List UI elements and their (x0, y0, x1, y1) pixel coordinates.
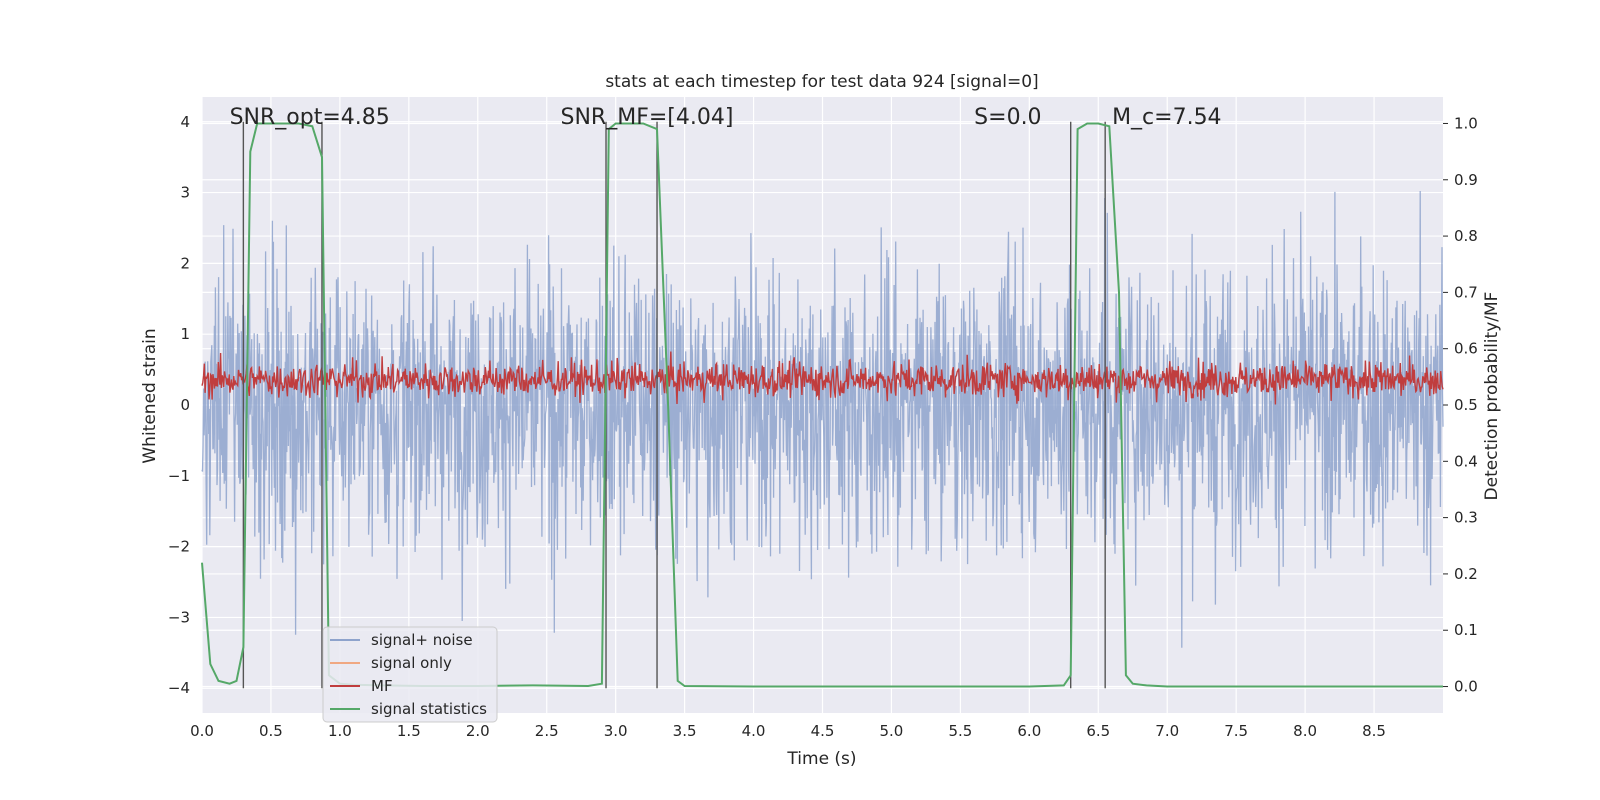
annotation: SNR_opt=4.85 (230, 105, 390, 130)
annotation: S=0.0 (974, 105, 1041, 130)
y2-tick-label: 0.7 (1454, 283, 1478, 301)
y-tick-label: 4 (180, 113, 190, 131)
x-tick-label: 8.5 (1362, 722, 1386, 740)
signal-noise-series (201, 190, 1444, 648)
y2-tick-label: 0.8 (1454, 227, 1478, 245)
x-tick-label: 1.5 (397, 722, 421, 740)
x-tick-label: 6.0 (1017, 722, 1041, 740)
y-tick-label: −2 (168, 538, 190, 556)
annotation: SNR_MF=[4.04] (561, 105, 734, 130)
chart-title: stats at each timestep for test data 924… (605, 72, 1038, 92)
x-tick-label: 1.0 (328, 722, 352, 740)
legend-label-signal-statistics: signal statistics (371, 700, 487, 718)
x-tick-label: 3.0 (604, 722, 628, 740)
y2-tick-label: 0.3 (1454, 509, 1478, 527)
y2-tick-label: 0.9 (1454, 171, 1478, 189)
y-tick-label: −3 (168, 608, 190, 626)
legend-label-signal-noise: signal+ noise (371, 631, 473, 649)
x-tick-label: 0.0 (190, 722, 214, 740)
y-tick-label: −4 (168, 679, 190, 697)
y2-tick-label: 0.4 (1454, 452, 1478, 470)
y2-tick-label: 0.5 (1454, 396, 1478, 414)
ticks: 0.0 0.5 1.0 1.5 2.0 2.5 3.0 3.5 4.0 4.5 5.0 5.5 6.0 6… (168, 113, 1478, 740)
legend-label-mf: MF (371, 677, 393, 695)
y2-axis-title: Detection probability/MF (1482, 292, 1502, 501)
x-tick-label: 2.0 (466, 722, 490, 740)
x-tick-label: 5.0 (880, 722, 904, 740)
y-tick-label: 2 (180, 254, 190, 272)
x-tick-label: 3.5 (673, 722, 697, 740)
x-tick-label: 7.5 (1224, 722, 1248, 740)
legend: signal+ noise signal only MF signal stat… (322, 626, 498, 723)
y2-tick-label: 0.0 (1454, 678, 1478, 696)
y2-tick-label: 0.6 (1454, 340, 1478, 358)
x-tick-label: 5.5 (948, 722, 972, 740)
legend-box (322, 626, 498, 723)
signal-noise-line (201, 190, 1444, 648)
x-tick-label: 4.5 (811, 722, 835, 740)
y2-tick-label: 0.2 (1454, 565, 1478, 583)
vertical-markers (242, 121, 1106, 689)
signal-statistics-line (201, 122, 1443, 688)
mf-series (201, 351, 1444, 405)
y-tick-label: 3 (180, 184, 190, 202)
x-tick-label: 4.0 (742, 722, 766, 740)
x-axis-title: Time (s) (786, 749, 856, 769)
signal-statistics-series (201, 122, 1443, 688)
x-tick-label: 7.0 (1155, 722, 1179, 740)
x-tick-label: 2.5 (535, 722, 559, 740)
y-tick-label: 0 (180, 396, 190, 414)
y-tick-label: 1 (180, 325, 190, 343)
x-tick-label: 0.5 (259, 722, 283, 740)
y-axis-title: Whitened strain (140, 328, 160, 463)
mf-line (201, 351, 1444, 405)
y2-tick-label: 0.1 (1454, 621, 1478, 639)
annotation: M_c=7.54 (1112, 105, 1222, 130)
annotations: SNR_opt=4.85 SNR_MF=[4.04] S=0.0 M_c=7.54 (230, 105, 1222, 130)
y-tick-label: −1 (168, 467, 190, 485)
x-tick-label: 8.0 (1293, 722, 1317, 740)
y2-tick-label: 1.0 (1454, 114, 1478, 132)
legend-label-signal-only: signal only (371, 654, 452, 672)
x-tick-label: 6.5 (1086, 722, 1110, 740)
